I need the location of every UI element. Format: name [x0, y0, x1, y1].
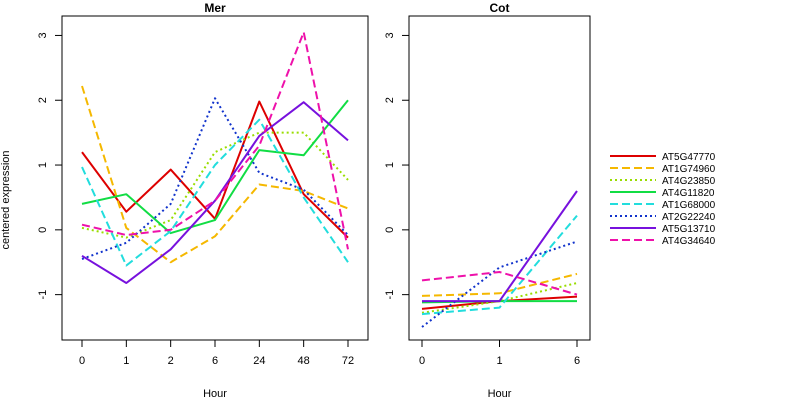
x-axis-label: Hour — [488, 388, 512, 400]
legend-item: AT4G34640 — [610, 236, 716, 247]
legend-item: AT5G47770 — [610, 152, 716, 163]
series-line-at5g47770 — [81, 100, 349, 239]
series-line-at5g13710 — [422, 190, 578, 303]
series-line-at4g11820 — [81, 99, 349, 235]
legend-label: AT5G47770 — [662, 152, 716, 163]
legend-label: AT4G23850 — [662, 176, 716, 187]
x-tick-label: 2 — [168, 355, 174, 367]
legend-item: AT4G11820 — [610, 188, 715, 199]
legend-label: AT2G22240 — [662, 212, 716, 223]
series-line-at1g74960 — [81, 85, 349, 264]
series-line-at5g13710 — [81, 101, 349, 284]
y-tick-label: 2 — [384, 97, 396, 103]
y-tick-label: 3 — [384, 32, 396, 38]
legend-label: AT1G68000 — [662, 200, 716, 211]
legend-label: AT4G11820 — [662, 188, 715, 199]
y-tick-label: 1 — [37, 162, 49, 168]
series-line-at2g22240 — [81, 97, 349, 260]
y-axis-label: centered expression — [0, 150, 12, 249]
y-tick-label: 0 — [37, 227, 49, 233]
legend-label: AT5G13710 — [662, 224, 716, 235]
x-tick-label: 48 — [298, 355, 310, 367]
legend-item: AT5G13710 — [610, 224, 716, 235]
panel-mer: Mer 0 1 2 6 24 48 72 Hour -1 0 1 2 3 — [37, 1, 369, 400]
x-tick-label: 0 — [79, 355, 85, 367]
y-tick-label: 2 — [37, 97, 49, 103]
legend-item: AT4G23850 — [610, 176, 716, 187]
plot-frame — [61, 15, 369, 341]
panel-title: Mer — [204, 1, 226, 15]
y-tick-label: -1 — [37, 290, 49, 300]
legend-label: AT4G34640 — [662, 236, 716, 247]
chart-panels: Mer 0 1 2 6 24 48 72 Hour -1 0 1 2 3 Cot 0 1 6 Hour -1 0 1 2 3 — [37, 1, 591, 400]
legend-label: AT1G74960 — [662, 164, 716, 175]
series-line-at4g34640 — [421, 271, 578, 296]
y-tick-label: 1 — [384, 162, 396, 168]
series-line-at1g68000 — [81, 118, 349, 267]
legend: AT5G47770AT1G74960AT4G23850AT4G11820AT1G… — [610, 152, 716, 247]
series-line-at4g23850 — [421, 282, 578, 314]
series-line-at1g68000 — [421, 214, 578, 316]
y-tick-label: 3 — [37, 32, 49, 38]
x-tick-label: 1 — [123, 355, 129, 367]
x-tick-label: 6 — [574, 355, 580, 367]
x-tick-label: 1 — [496, 355, 502, 367]
x-tick-label: 0 — [419, 355, 425, 367]
legend-item: AT1G68000 — [610, 200, 716, 211]
panel-cot: Cot 0 1 6 Hour -1 0 1 2 3 — [384, 1, 591, 400]
x-tick-label: 6 — [212, 355, 218, 367]
legend-item: AT1G74960 — [610, 164, 716, 175]
series-line-at4g23850 — [81, 131, 349, 239]
legend-item: AT2G22240 — [610, 212, 716, 223]
y-tick-label: -1 — [384, 290, 396, 300]
x-tick-label: 24 — [253, 355, 265, 367]
series-line-at1g74960 — [421, 272, 578, 297]
panel-title: Cot — [490, 1, 510, 15]
y-tick-label: 0 — [384, 227, 396, 233]
x-tick-label: 72 — [342, 355, 354, 367]
series-line-at2g22240 — [421, 240, 578, 328]
x-axis-label: Hour — [203, 388, 227, 400]
